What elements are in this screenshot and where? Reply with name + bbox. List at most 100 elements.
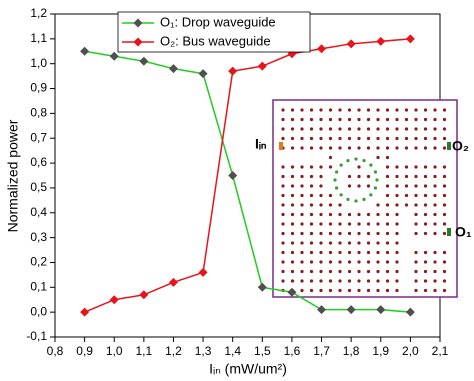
lattice-dot <box>290 250 295 255</box>
lattice-dot <box>442 222 447 226</box>
lattice-dot <box>385 222 390 226</box>
lattice-dot <box>290 193 295 198</box>
lattice-dot <box>338 108 342 112</box>
lattice-dot <box>414 136 418 141</box>
lattice-dot <box>385 250 390 255</box>
lattice-dot <box>366 184 371 188</box>
lattice-dot <box>366 241 371 245</box>
lattice-dot <box>442 250 447 255</box>
lattice-dot <box>385 288 390 293</box>
lattice-dot <box>300 184 304 188</box>
lattice-dot <box>442 127 447 131</box>
output-port <box>447 142 451 150</box>
lattice-dot <box>433 117 437 122</box>
marker <box>376 305 386 315</box>
lattice-dot <box>385 260 390 264</box>
lattice-dot <box>395 222 399 226</box>
lattice-dot <box>319 146 323 150</box>
lattice-dot <box>290 279 295 283</box>
lattice-dot <box>442 260 447 264</box>
lattice-dot <box>281 165 285 169</box>
lattice-dot <box>366 260 371 264</box>
marker <box>228 66 238 76</box>
lattice-dot <box>385 212 390 217</box>
lattice-dot <box>366 117 371 122</box>
lattice-dot <box>328 269 333 274</box>
lattice-dot <box>347 108 352 112</box>
x-tick-label: 1,6 <box>284 344 301 358</box>
lattice-dot <box>309 174 314 179</box>
lattice-dot <box>442 288 447 293</box>
lattice-dot <box>357 269 361 274</box>
legend-box <box>117 11 311 53</box>
lattice-dot <box>423 193 428 198</box>
marker <box>257 61 267 71</box>
lattice-dot <box>300 193 304 198</box>
lattice-dot <box>347 174 352 179</box>
lattice-dot <box>395 193 399 198</box>
lattice-dot <box>281 279 285 283</box>
ring-dot <box>339 163 343 167</box>
y-tick-label: 0,0 <box>30 304 47 318</box>
marker <box>317 44 327 54</box>
lattice-dot <box>433 146 437 150</box>
lattice-dot <box>281 260 285 264</box>
ring-dot <box>373 186 378 190</box>
lattice-dot <box>433 174 437 179</box>
lattice-dot <box>442 136 447 141</box>
lattice-dot <box>414 269 418 274</box>
series-line <box>84 50 411 313</box>
lattice-dot <box>347 241 352 245</box>
lattice-dot <box>376 288 380 293</box>
ring-dot <box>354 199 358 203</box>
lattice-dot <box>281 222 285 226</box>
lattice-dot <box>319 269 323 274</box>
lattice-dot <box>414 174 418 179</box>
marker <box>257 282 267 292</box>
lattice-dot <box>366 279 371 283</box>
series-line <box>84 38 411 313</box>
lattice-dot <box>423 231 428 236</box>
lattice-dot <box>395 117 399 122</box>
lattice-dot <box>357 117 361 122</box>
lattice-dot <box>281 136 285 141</box>
lattice-dot <box>404 108 409 112</box>
lattice-dot <box>385 146 390 150</box>
lattice-dot <box>309 231 314 236</box>
lattice-dot <box>433 250 437 255</box>
y-tick-label: 0,4 <box>30 205 47 219</box>
lattice-dot <box>328 222 333 226</box>
lattice-dot <box>300 127 304 131</box>
lattice-dot <box>366 222 371 226</box>
marker <box>198 69 208 79</box>
output-port <box>447 228 451 236</box>
ring-dot <box>346 158 350 163</box>
lattice-dot <box>395 212 399 217</box>
lattice-dot <box>376 260 380 264</box>
lattice-dot <box>395 250 399 255</box>
lattice-dot <box>376 146 380 150</box>
lattice-dot <box>309 288 314 293</box>
lattice-dot <box>442 184 447 188</box>
lattice-dot <box>328 155 333 160</box>
lattice-dot <box>319 174 323 179</box>
lattice-dot <box>300 231 304 236</box>
lattice-dot <box>376 231 380 236</box>
ring-dot <box>333 178 337 182</box>
lattice-dot <box>395 127 399 131</box>
lattice-dot <box>300 203 304 207</box>
lattice-dot <box>357 241 361 245</box>
lattice-dot <box>423 222 428 226</box>
lattice-dot <box>442 146 447 150</box>
lattice-dot <box>433 279 437 283</box>
lattice-dot <box>357 222 361 226</box>
lattice-dot <box>414 127 418 131</box>
lattice-dot <box>319 127 323 131</box>
lattice-dot <box>414 146 418 150</box>
marker <box>346 305 356 315</box>
lattice-dot <box>376 279 380 283</box>
lattice-dot <box>328 231 333 236</box>
lattice-dot <box>433 212 437 217</box>
lattice-dot <box>385 241 390 245</box>
lattice-dot <box>376 269 380 274</box>
